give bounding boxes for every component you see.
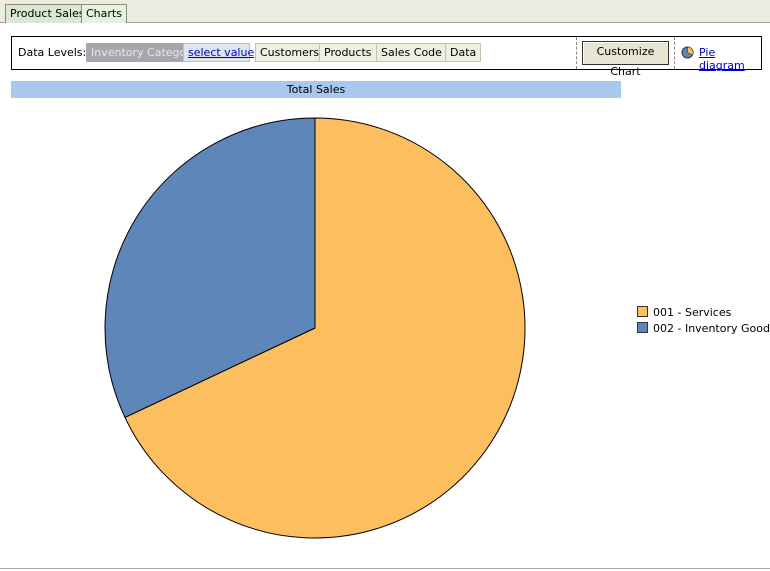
- legend-swatch: [637, 322, 648, 333]
- pie-slice: [124, 117, 526, 539]
- tab[interactable]: Charts: [81, 4, 127, 23]
- level[interactable]: Customers: [255, 43, 325, 62]
- level[interactable]: Products: [319, 43, 377, 62]
- legend-label: 002 - Inventory Goods: [653, 322, 770, 335]
- level[interactable]: Data: [445, 43, 482, 62]
- level[interactable]: Sales Code: [376, 43, 447, 62]
- chart-title: Total Sales: [11, 81, 621, 98]
- toolbar: Data Levels: Inventory Category select v…: [11, 36, 762, 78]
- legend-item: 002 - Inventory Goods: [637, 322, 770, 335]
- toolbar-label: Data Levels:: [18, 46, 87, 59]
- level-link[interactable]: select value: [183, 43, 254, 62]
- level[interactable]: Inventory Category: [86, 43, 197, 62]
- tab[interactable]: Product Sales: [5, 4, 90, 23]
- legend-item: 001 - Services: [637, 306, 732, 319]
- tab-bar: Product Sales Charts: [0, 0, 770, 23]
- link[interactable]: Pie diagram: [699, 46, 745, 72]
- legend-swatch: [637, 306, 648, 317]
- pie-icon: [681, 46, 694, 59]
- separator: [576, 37, 577, 69]
- pie-slice: [104, 117, 316, 419]
- bottom-border: [0, 568, 770, 569]
- legend-label: 001 - Services: [653, 306, 732, 319]
- button[interactable]: Customize Chart: [582, 41, 669, 78]
- separator: [674, 37, 675, 69]
